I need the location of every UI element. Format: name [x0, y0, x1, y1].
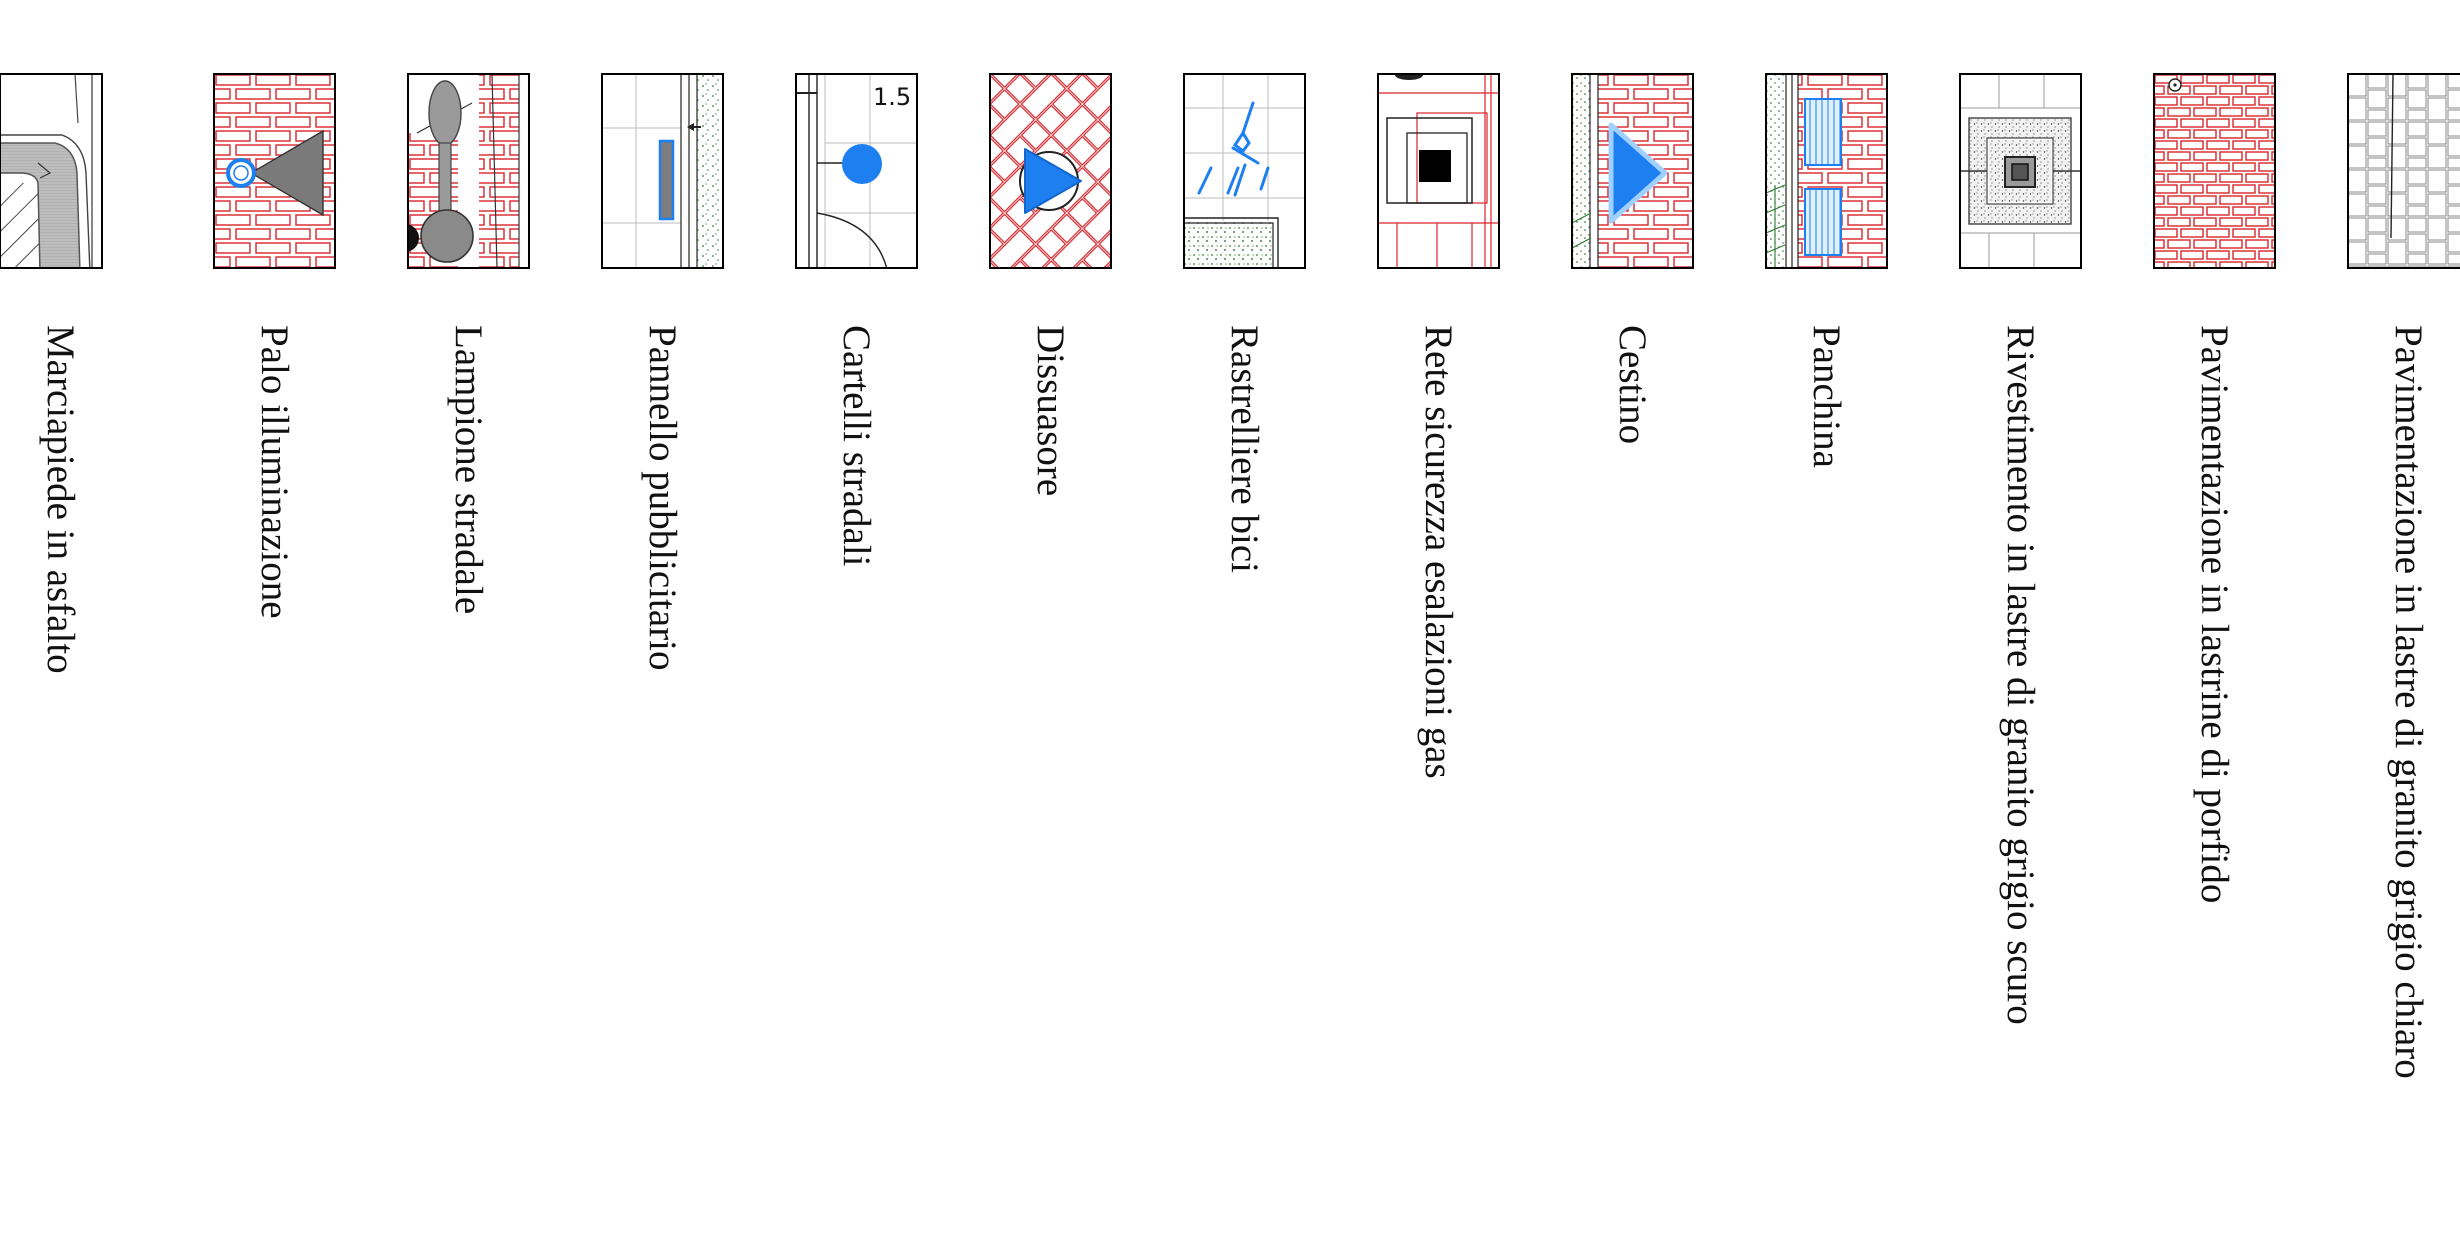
road-signs-symbol: 1.5	[795, 73, 918, 269]
legend-item-porphyry: Pavimentazione in lastrine di porfido	[2134, 0, 2294, 1248]
light-granite-symbol	[2347, 73, 2460, 269]
bollard-symbol	[989, 73, 1112, 269]
bench-symbol	[1765, 73, 1888, 269]
billboard-label: Pannello pubblicitario	[641, 325, 684, 671]
bench-label: Panchina	[1805, 325, 1848, 468]
porphyry-label: Pavimentazione in lastrine di porfido	[2193, 325, 2236, 904]
legend-item-bollard: Dissuasore	[970, 0, 1130, 1248]
legend-item-bike-rack: Rastrelliere bici	[1164, 0, 1324, 1248]
street-lamp-label: Lampione stradale	[447, 325, 490, 615]
dark-granite-symbol	[1959, 73, 2082, 269]
light-granite-label: Pavimentazione in lastre di granito grig…	[2387, 325, 2430, 1079]
legend-item-sidewalk: Marciapiede in asfalto	[0, 0, 160, 1248]
billboard-symbol	[601, 73, 724, 269]
gas-vent-net-label: Rete sicurezza esalazioni gas	[1417, 325, 1460, 779]
legend-item-light-granite: Pavimentazione in lastre di granito grig…	[2328, 0, 2460, 1248]
dark-granite-label: Rivestimento in lastre di granito grigio…	[1999, 325, 2042, 1025]
sign-value-text: 1.5	[873, 83, 911, 111]
porphyry-symbol	[2153, 73, 2276, 269]
street-lamp-symbol	[407, 73, 530, 269]
bin-symbol	[1571, 73, 1694, 269]
bollard-label: Dissuasore	[1029, 325, 1072, 497]
legend-item-street-lamp: Lampione stradale	[388, 0, 548, 1248]
bike-rack-symbol	[1183, 73, 1306, 269]
sidewalk-label: Marciapiede in asfalto	[39, 325, 82, 674]
legend-item-light-pole: Palo illuminazione	[194, 0, 354, 1248]
bin-label: Cestino	[1611, 325, 1654, 445]
legend-item-dark-granite: Rivestimento in lastre di granito grigio…	[1940, 0, 2100, 1248]
legend-item-gas-vent-net: Rete sicurezza esalazioni gas	[1358, 0, 1518, 1248]
gas-vent-net-symbol	[1377, 73, 1500, 269]
bike-rack-label: Rastrelliere bici	[1223, 325, 1266, 573]
legend-item-bench: Panchina	[1746, 0, 1906, 1248]
legend-item-billboard: Pannello pubblicitario	[582, 0, 742, 1248]
sidewalk-symbol	[0, 73, 103, 269]
legend-item-bin: Cestino	[1552, 0, 1712, 1248]
light-pole-symbol	[213, 73, 336, 269]
road-signs-label: Cartelli stradali	[835, 325, 878, 567]
legend-item-road-signs: 1.5 Cartelli stradali	[776, 0, 936, 1248]
light-pole-label: Palo illuminazione	[253, 325, 296, 619]
